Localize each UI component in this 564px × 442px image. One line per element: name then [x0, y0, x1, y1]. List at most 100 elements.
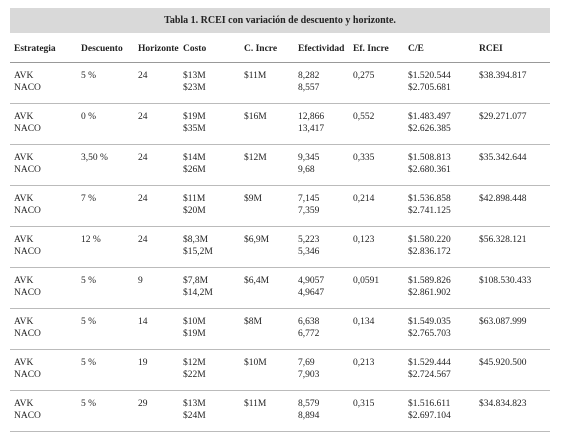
cell-text: $2.626.385	[408, 124, 451, 134]
cell-text: 0,214	[353, 194, 375, 204]
cell-text: $8M	[244, 317, 262, 327]
cell-text: $22M	[183, 370, 206, 380]
cell-text: $2.724.567	[408, 370, 451, 380]
cell-text: 6,638	[298, 317, 320, 327]
cell-text: 6,772	[298, 329, 320, 339]
cell-text: 9	[138, 276, 143, 286]
column-header: RCEI	[479, 44, 503, 54]
cell-text: NACO	[14, 206, 41, 216]
cell-text: 8,557	[298, 83, 320, 93]
cell-text: $34.834.823	[479, 399, 527, 409]
cell-text: 7 %	[81, 194, 97, 204]
cell-text: $63.087.999	[479, 317, 527, 327]
column-header: Horizonte	[138, 44, 179, 54]
cell-text: $24M	[183, 411, 206, 421]
cell-text: $1.520.544	[408, 71, 451, 81]
column-header: Estrategia	[14, 44, 56, 54]
row-rule	[10, 431, 550, 432]
cell-text: $1.536.858	[408, 194, 451, 204]
cell-text: $2.836.172	[408, 247, 451, 257]
cell-text: 7,145	[298, 194, 320, 204]
cell-text: 0,213	[353, 358, 375, 368]
cell-text: NACO	[14, 370, 41, 380]
cell-text: $9M	[244, 194, 262, 204]
cell-text: 7,69	[298, 358, 315, 368]
cell-text: 7,903	[298, 370, 320, 380]
cell-text: 5 %	[81, 71, 97, 81]
cell-text: 0,275	[353, 71, 375, 81]
cell-text: $1.580.220	[408, 235, 451, 245]
cell-text: 24	[138, 112, 148, 122]
cell-text: $14M	[183, 153, 206, 163]
cell-text: $11M	[244, 71, 267, 81]
cell-text: $8,3M	[183, 235, 209, 245]
cell-text: 5,223	[298, 235, 320, 245]
cell-text: $10M	[183, 317, 206, 327]
cell-text: 12,866	[298, 112, 325, 122]
cell-text: 13,417	[298, 124, 325, 134]
cell-text: $1.589.826	[408, 276, 451, 286]
cell-text: $23M	[183, 83, 206, 93]
cell-text: $56.328.121	[479, 235, 527, 245]
cell-text: AVK	[14, 153, 34, 163]
table-title: Tabla 1. RCEI con variación de descuento…	[10, 8, 550, 33]
cell-text: $14,2M	[183, 288, 213, 298]
cell-text: $108.530.433	[479, 276, 532, 286]
cell-text: $7,8M	[183, 276, 209, 286]
cell-text: $12M	[183, 358, 206, 368]
column-header: Efectividad	[298, 44, 345, 54]
row-rule	[10, 103, 550, 104]
column-header: C. Incre	[244, 44, 278, 54]
cell-text: AVK	[14, 112, 34, 122]
cell-text: AVK	[14, 358, 34, 368]
cell-text: 8,894	[298, 411, 320, 421]
cell-text: 8,282	[298, 71, 320, 81]
cell-text: 5,346	[298, 247, 320, 257]
cell-text: NACO	[14, 124, 41, 134]
column-header: Costo	[183, 44, 207, 54]
cell-text: 0,335	[353, 153, 375, 163]
cell-text: 4,9057	[298, 276, 325, 286]
row-rule	[10, 267, 550, 268]
cell-text: $35M	[183, 124, 206, 134]
cell-text: 29	[138, 399, 148, 409]
cell-text: 0,552	[353, 112, 375, 122]
cell-text: AVK	[14, 276, 34, 286]
cell-text: 4,9647	[298, 288, 325, 298]
cell-text: $2.741.125	[408, 206, 451, 216]
cell-text: NACO	[14, 411, 41, 421]
cell-text: 3,50 %	[81, 153, 108, 163]
cell-text: $1.483.497	[408, 112, 451, 122]
cell-text: $2.680.361	[408, 165, 451, 175]
cell-text: $19M	[183, 329, 206, 339]
cell-text: 9,345	[298, 153, 320, 163]
cell-text: $2.705.681	[408, 83, 451, 93]
cell-text: $6,4M	[244, 276, 270, 286]
cell-text: $1.516.611	[408, 399, 451, 409]
cell-text: NACO	[14, 83, 41, 93]
cell-text: 5 %	[81, 358, 97, 368]
cell-text: $35.342.644	[479, 153, 527, 163]
cell-text: 5 %	[81, 399, 97, 409]
cell-text: $2.697.104	[408, 411, 451, 421]
cell-text: 14	[138, 317, 148, 327]
cell-text: 5 %	[81, 276, 97, 286]
cell-text: $1.508.813	[408, 153, 451, 163]
cell-text: $38.394.817	[479, 71, 527, 81]
cell-text: $15,2M	[183, 247, 213, 257]
cell-text: 24	[138, 71, 148, 81]
cell-text: $1.529.444	[408, 358, 451, 368]
cell-text: $26M	[183, 165, 206, 175]
cell-text: $11M	[244, 399, 267, 409]
cell-text: NACO	[14, 165, 41, 175]
cell-text: 9,68	[298, 165, 315, 175]
cell-text: AVK	[14, 235, 34, 245]
row-rule	[10, 308, 550, 309]
cell-text: AVK	[14, 194, 34, 204]
cell-text: 0,123	[353, 235, 375, 245]
cell-text: 0 %	[81, 112, 97, 122]
cell-text: $19M	[183, 112, 206, 122]
cell-text: $6,9M	[244, 235, 270, 245]
row-rule	[10, 390, 550, 391]
